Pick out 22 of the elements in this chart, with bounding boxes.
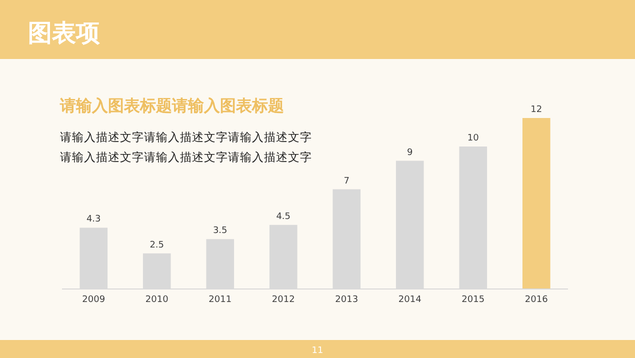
x-tick-label: 2015 [462,295,485,305]
data-label: 3.5 [212,226,228,236]
text: 图表项 [28,19,100,47]
x-tick-label: 2012 [272,295,295,305]
chart-title: 请输入图表标题请输入图表标题 [59,96,284,115]
x-tick-label: 2016 [524,295,548,305]
data-label: 12 [530,105,542,115]
text: 11 [312,346,324,356]
x-tick-label: 2010 [145,295,169,305]
annotation: 请输入描述文字请输入描述文字请输入描述文字 [60,150,312,164]
x-tick-label: 2014 [398,295,422,305]
x-tick-label: 2011 [208,295,232,305]
x-tick-label: 2009 [82,295,106,305]
bar [522,118,550,289]
data-label: 9 [407,148,414,158]
data-label: 10 [467,134,480,144]
data-label: 4.5 [276,212,291,222]
data-label: 2.5 [150,240,164,250]
x-tick-label: 2013 [335,295,358,305]
annotation: 请输入描述文字请输入描述文字请输入描述文字 [60,130,312,144]
data-label: 7 [344,176,350,186]
data-label: 4.3 [86,214,101,225]
